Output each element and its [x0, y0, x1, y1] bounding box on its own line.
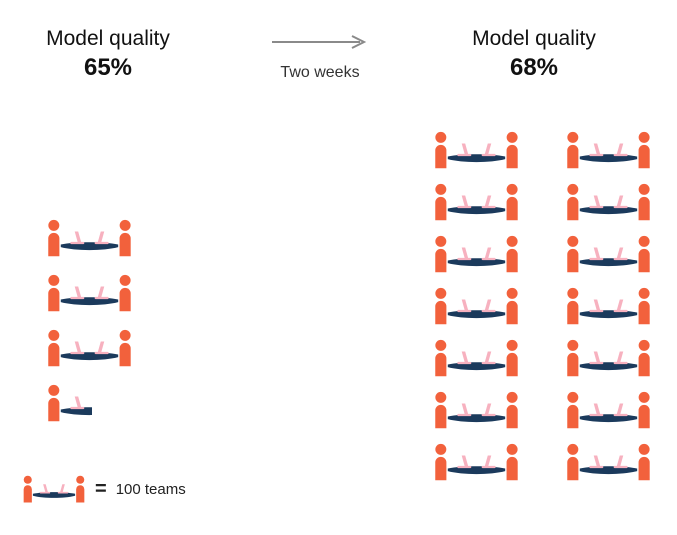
team-desk-icon [433, 182, 521, 222]
legend-label: 100 teams [115, 480, 186, 498]
team-desk-icon [435, 183, 518, 221]
team-desk-icon [567, 131, 650, 169]
team-desk-icon [48, 329, 131, 367]
before-title: Model quality [46, 27, 170, 50]
team-desk-icon [435, 287, 518, 325]
team-desk-icon [567, 391, 650, 429]
team-desk-icon [46, 218, 134, 258]
team-desk-icon [565, 338, 653, 378]
team-desk-icon [48, 219, 131, 257]
team-desk-icon [565, 182, 653, 222]
arrow-label: Two weeks [280, 64, 360, 81]
team-desk-icon [565, 390, 653, 430]
team-desk-icon [433, 130, 521, 170]
team-desk-icon [567, 443, 650, 481]
team-desk-icon-half [46, 383, 92, 423]
team-desk-icon [567, 183, 650, 221]
team-desk-icon [567, 235, 650, 273]
team-desk-icon [48, 274, 131, 312]
before-icon-column [46, 218, 134, 423]
team-desk-icon [567, 287, 650, 325]
team-desk-icon [565, 286, 653, 326]
transition-arrow-group: Two weeks [268, 34, 372, 82]
legend-icon-slot [22, 474, 86, 504]
team-desk-icon [46, 328, 134, 368]
team-desk-icon [565, 130, 653, 170]
team-desk-icon [433, 390, 521, 430]
team-desk-icon [22, 474, 86, 504]
after-value: 68% [509, 54, 559, 81]
before-value: 65% [83, 54, 133, 81]
team-desk-icon [435, 235, 518, 273]
team-desk-icon [435, 339, 518, 377]
team-desk-icon [435, 391, 518, 429]
team-desk-icon [435, 443, 518, 481]
team-desk-icon [435, 131, 518, 169]
team-desk-icon [46, 273, 134, 313]
team-desk-icon [567, 339, 650, 377]
team-desk-icon [565, 234, 653, 274]
team-desk-icon [433, 338, 521, 378]
team-desk-icon [48, 384, 92, 422]
after-title: Model quality [472, 27, 596, 50]
team-desk-icon [433, 286, 521, 326]
right-arrow-icon [272, 35, 367, 49]
team-desk-icon [433, 442, 521, 482]
legend: = 100 teams [22, 474, 186, 504]
team-desk-icon [23, 475, 85, 503]
team-desk-icon [565, 442, 653, 482]
legend-equals-sign: = [95, 477, 107, 500]
team-desk-icon [433, 234, 521, 274]
after-icon-grid [433, 130, 653, 482]
